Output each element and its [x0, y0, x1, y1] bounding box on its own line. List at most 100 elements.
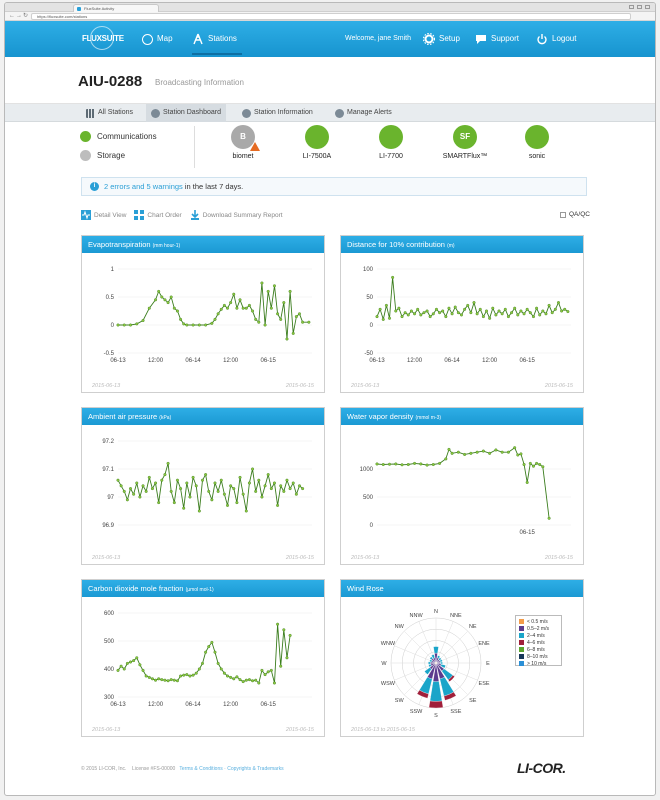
status-divider	[194, 126, 195, 168]
chart-water-vapor[interactable]: 0 500 1000 06-15	[341, 425, 585, 549]
footer-copyright: © 2015 LI-COR, Inc.	[81, 766, 127, 772]
data-point	[522, 463, 526, 467]
data-point	[491, 306, 495, 310]
data-point	[166, 301, 170, 305]
status-storage[interactable]: Storage	[80, 146, 157, 165]
legend-item[interactable]: 4–6 m/s	[519, 639, 558, 646]
data-point	[138, 663, 142, 667]
data-point	[219, 478, 223, 482]
tab-station-information[interactable]: Station Information	[237, 104, 318, 122]
qaqc-checkbox[interactable]	[560, 211, 566, 218]
status-communications[interactable]: Communications	[80, 127, 157, 146]
alert-icon	[335, 108, 344, 118]
date-end: 2015-06-15	[544, 555, 573, 561]
tab-manage-alerts[interactable]: Manage Alerts	[330, 104, 397, 122]
tab-station-dashboard[interactable]: Station Dashboard	[146, 104, 226, 122]
nav-map[interactable]: Map	[142, 32, 173, 46]
data-point	[235, 675, 239, 679]
panel-header[interactable]: Carbon dioxide mole fraction (µmol mol-1…	[82, 580, 324, 597]
nav-setup[interactable]: Setup	[423, 32, 460, 46]
detail-view-button[interactable]: Detail View	[81, 210, 126, 220]
x-tick-label: 12:00	[148, 702, 164, 708]
data-point	[282, 301, 286, 305]
x-tick-label: 06-13	[369, 358, 385, 364]
data-point	[413, 461, 417, 465]
terms-link[interactable]: Terms & Conditions	[179, 766, 223, 772]
y-tick-label: 1	[111, 267, 115, 273]
panel-header[interactable]: Distance for 10% contribution (m)	[341, 236, 583, 253]
legend-item[interactable]: 6–8 m/s	[519, 646, 558, 653]
panel-header[interactable]: Water vapor density (mmol m-3)	[341, 408, 583, 425]
data-point	[544, 312, 548, 316]
info-icon	[242, 108, 251, 118]
legend-item[interactable]: 8–10 m/s	[519, 653, 558, 660]
direction-label: SW	[395, 698, 405, 704]
alert-text: in the last 7 days.	[182, 182, 244, 191]
date-start: 2015-06-13	[351, 555, 380, 561]
legend-item[interactable]: > 10 m/s	[519, 660, 558, 667]
data-point	[441, 309, 445, 313]
reload-icon[interactable]: ↻	[23, 13, 29, 19]
legend-item[interactable]: < 0.5 m/s	[519, 618, 558, 625]
instrument-li-7500a[interactable]: LI-7500A	[287, 125, 347, 160]
nav-support[interactable]: Support	[475, 32, 519, 46]
forward-icon[interactable]: →	[16, 13, 22, 19]
data-point	[282, 489, 286, 493]
minimize-icon[interactable]	[629, 5, 634, 9]
data-point	[272, 284, 276, 288]
legend-item[interactable]: 0.5–2 m/s	[519, 625, 558, 632]
back-icon[interactable]: ←	[9, 13, 15, 19]
legend-item[interactable]: 2–4 m/s	[519, 632, 558, 639]
status-storage-label: Storage	[97, 151, 126, 160]
fluxsuite-logo[interactable]: FLUXSUITE	[82, 26, 124, 51]
instrument-label: LI-7700	[379, 153, 403, 160]
licor-logo[interactable]: LI-COR.	[517, 760, 566, 776]
data-point	[531, 315, 535, 319]
maximize-icon[interactable]	[637, 5, 642, 9]
data-point	[566, 310, 570, 314]
instrument-smartflux-[interactable]: SF SMARTFlux™	[435, 125, 495, 160]
station-title: AIU-0288	[78, 73, 143, 90]
date-start: 2015-06-13	[351, 383, 380, 389]
panel-header[interactable]: Ambient air pressure (kPa)	[82, 408, 324, 425]
panel-header[interactable]: Wind Rose	[341, 580, 583, 597]
data-point	[266, 473, 270, 477]
instrument-li-7700[interactable]: LI-7700	[361, 125, 421, 160]
chart-co2[interactable]: 300 400 500 600 06-13 12:00 06-14 12:00 06-15	[82, 597, 326, 721]
chart-wind-rose[interactable]: N NNE NE ENE E ESE SE SSE S SSW SW WSW W WNW NW NNW	[341, 597, 585, 721]
trademarks-link[interactable]: Copyrights & Trademarks	[227, 766, 284, 772]
chart-air-pressure[interactable]: 96.9 97 97.1 97.2	[82, 425, 326, 549]
data-point	[438, 311, 442, 315]
data-point	[269, 668, 273, 672]
instrument-sonic[interactable]: sonic	[507, 125, 567, 160]
data-point	[210, 321, 214, 325]
chart-evapotranspiration[interactable]: -0.5 0 0.5 1 06-13 12:00 06-14 12:00 06-15	[82, 253, 326, 377]
alert-link[interactable]: 2 errors and 5 warnings	[104, 182, 183, 191]
data-point	[229, 675, 233, 679]
data-point	[294, 315, 298, 319]
data-point	[528, 461, 532, 465]
nav-logout[interactable]: Logout	[536, 32, 576, 46]
data-point	[547, 303, 551, 307]
download-report-button[interactable]: Download Summary Report	[190, 210, 283, 220]
chart-order-button[interactable]: Chart Order	[134, 210, 182, 220]
qaqc-toggle[interactable]: QA/QC	[560, 211, 590, 218]
address-bar[interactable]: https://fluxsuite.com/stations	[31, 13, 631, 20]
legend-swatch	[519, 647, 524, 652]
data-point	[226, 503, 230, 507]
chart-distance[interactable]: -50 0 50 100 06-13 12:00 06-14 12:00 06-15	[341, 253, 585, 377]
data-point	[459, 313, 463, 317]
data-point	[297, 484, 301, 488]
data-point	[157, 677, 161, 681]
nav-stations[interactable]: Stations	[192, 32, 237, 46]
browser-tab[interactable]: FluxSuite Activity	[73, 4, 159, 12]
x-tick-label: 06-14	[185, 358, 201, 364]
data-point	[204, 323, 208, 327]
data-point	[444, 315, 448, 319]
tab-all-stations[interactable]: All Stations	[81, 104, 138, 122]
direction-label: E	[486, 661, 490, 667]
panel-header[interactable]: Evapotranspiration (mm hour-1)	[82, 236, 324, 253]
data-point	[222, 303, 226, 307]
close-icon[interactable]	[645, 5, 650, 9]
